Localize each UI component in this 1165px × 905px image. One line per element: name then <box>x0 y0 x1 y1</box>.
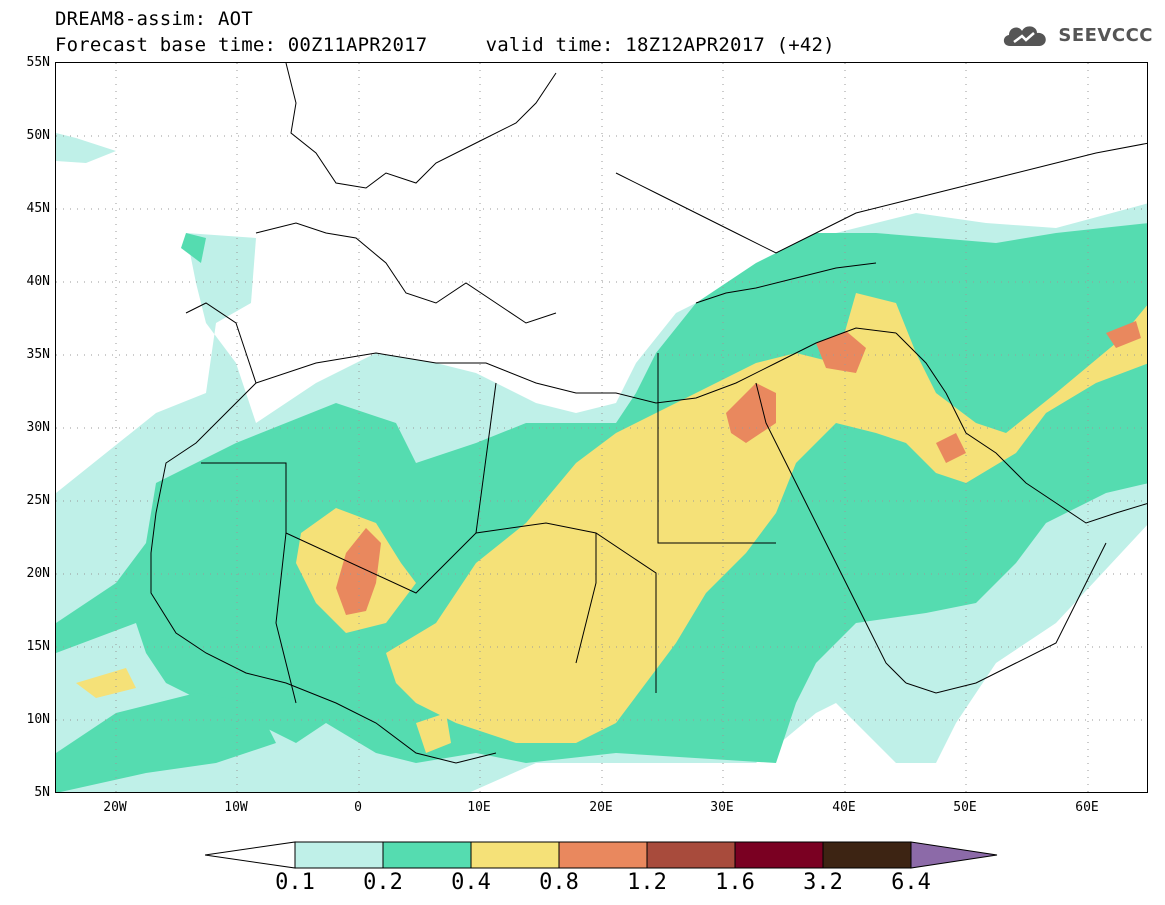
lat-label: 20N <box>26 566 50 581</box>
colorbar-swatch <box>470 841 560 869</box>
aot-level-0-8 <box>336 321 1141 615</box>
lat-label: 45N <box>26 201 50 216</box>
colorbar-label: 3.2 <box>803 870 843 895</box>
cloud-icon <box>1004 26 1047 46</box>
logo-text: SEEVCCC <box>1058 24 1153 46</box>
colorbar-swatch <box>558 841 648 869</box>
lat-label: 50N <box>26 128 50 143</box>
colorbar-swatch <box>822 841 912 869</box>
colorbar-label: 0.8 <box>539 870 579 895</box>
lon-label: 50E <box>953 800 977 815</box>
lon-label: 0 <box>354 800 362 815</box>
aot-colorbar <box>205 841 998 869</box>
lat-label: 5N <box>34 785 50 800</box>
colorbar-label: 0.1 <box>275 870 315 895</box>
aot-map <box>55 62 1148 793</box>
colorbar-swatch <box>646 841 736 869</box>
lat-label: 25N <box>26 493 50 508</box>
lat-label: 30N <box>26 420 50 435</box>
colorbar-swatch <box>734 841 824 869</box>
lon-label: 40E <box>832 800 856 815</box>
lon-label: 20E <box>589 800 613 815</box>
title-product: DREAM8-assim: AOT <box>55 8 253 30</box>
lon-label: 10E <box>467 800 491 815</box>
lat-label: 15N <box>26 639 50 654</box>
colorbar-label: 1.2 <box>627 870 667 895</box>
country-borders <box>201 353 776 704</box>
colorbar-label: 6.4 <box>891 870 931 895</box>
colorbar-label: 0.2 <box>363 870 403 895</box>
colorbar-label: 0.4 <box>451 870 491 895</box>
colorbar-label: 1.6 <box>715 870 755 895</box>
title-times: Forecast base time: 00Z11APR2017 valid t… <box>55 34 835 56</box>
aot-field-svg <box>56 63 1147 792</box>
coastlines <box>150 63 1147 764</box>
lon-label: 20W <box>103 800 127 815</box>
colorbar-max-arrow <box>910 841 998 869</box>
lat-label: 55N <box>26 55 50 70</box>
lon-label: 60E <box>1075 800 1099 815</box>
colorbar-min-arrow <box>205 841 296 869</box>
lat-label: 10N <box>26 712 50 727</box>
lon-label: 30E <box>710 800 734 815</box>
colorbar-swatch <box>294 841 384 869</box>
lat-label: 35N <box>26 347 50 362</box>
colorbar-swatch <box>382 841 472 869</box>
lon-label: 10W <box>224 800 248 815</box>
lat-lon-gridlines <box>56 63 1147 792</box>
lat-label: 40N <box>26 274 50 289</box>
map-title: DREAM8-assim: AOT Forecast base time: 00… <box>55 6 835 58</box>
seevccc-logo: SEEVCCC <box>1000 20 1153 50</box>
